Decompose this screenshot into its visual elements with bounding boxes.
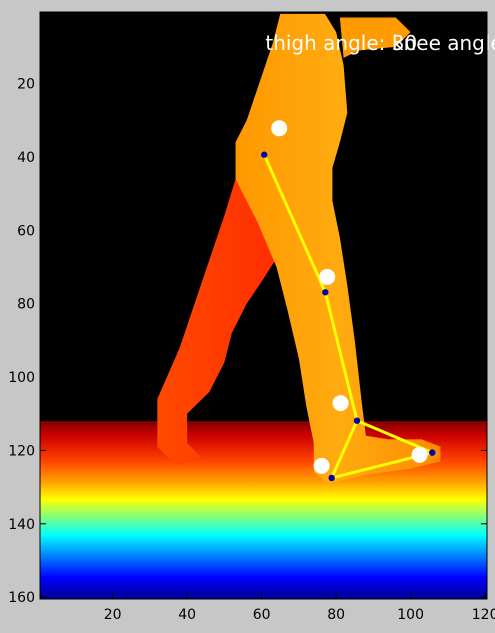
joint-marker-hip (261, 151, 268, 158)
estimate-point-4 (313, 457, 330, 474)
skeleton-segment-knee-ankle (323, 290, 359, 423)
joint-marker-heel (328, 474, 335, 482)
x-tick-label: 80 (327, 607, 345, 623)
estimate-point-5 (411, 446, 428, 463)
skeleton-segment-hip-knee (262, 153, 327, 294)
y-tick-label: 20 (17, 77, 35, 93)
hand-region (339, 17, 411, 58)
skeleton-overlay (262, 153, 434, 480)
y-tick-label: 140 (8, 517, 35, 533)
thigh-angle-annotation: thigh angle: 30 (265, 31, 417, 55)
y-axis: 20 40 60 80 100 120 140 160 (8, 77, 487, 606)
depth-image (40, 13, 487, 599)
joint-marker-ankle (353, 417, 361, 424)
knee-angle-annotation: knee angle: 15 (392, 31, 495, 55)
estimate-point-2 (319, 268, 336, 285)
back-leg-region (157, 156, 292, 466)
estimate-point-3 (332, 395, 349, 412)
axes-frame (39, 11, 488, 600)
y-tick-label: 40 (17, 150, 35, 166)
estimate-point-1 (271, 120, 288, 137)
x-tick-label: 40 (178, 607, 196, 623)
estimate-markers (271, 120, 428, 474)
joint-marker-knee (322, 289, 329, 296)
x-tick-label: 100 (397, 607, 424, 623)
y-tick-label: 80 (17, 297, 35, 313)
y-tick-label: 120 (8, 443, 35, 459)
joint-markers (261, 151, 436, 482)
front-leg-region (235, 13, 441, 484)
x-axis: 20 40 60 80 100 120 (104, 12, 495, 623)
joint-marker-toe (429, 449, 436, 456)
y-tick-label: 60 (17, 223, 35, 239)
y-tick-label: 160 (8, 590, 35, 606)
x-tick-label: 20 (104, 607, 122, 623)
x-tick-label: 60 (253, 607, 271, 623)
y-tick-label: 100 (8, 370, 35, 386)
skeleton-segment-heel-ankle (330, 419, 359, 480)
x-tick-label: 120 (472, 607, 495, 623)
